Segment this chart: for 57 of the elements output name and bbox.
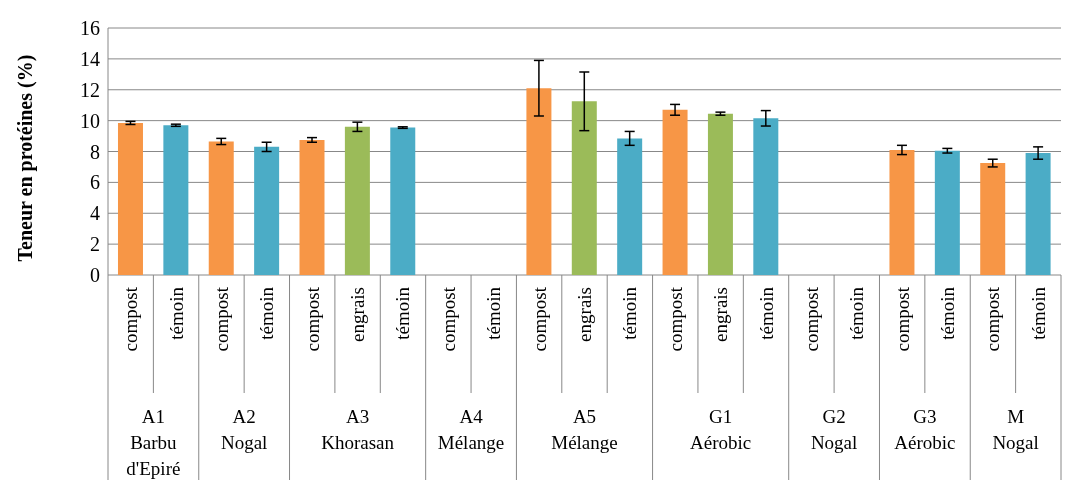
y-tick-label: 10 <box>80 109 100 132</box>
bar <box>934 150 960 275</box>
bar <box>163 125 189 275</box>
x-tick-label: témoin <box>483 286 505 340</box>
text: A2 Nogal <box>220 406 268 453</box>
text: A1 Barbu d'Epiré <box>126 406 181 479</box>
x-tick-label: compost <box>301 286 323 352</box>
bar <box>117 122 143 275</box>
x-tick-label: compost <box>210 286 232 352</box>
text: A3 Khorasan <box>321 406 395 453</box>
text: M Nogal <box>992 406 1039 453</box>
bar <box>980 163 1006 275</box>
x-tick-label: témoin <box>392 286 414 340</box>
x-tick-label: compost <box>891 286 913 352</box>
x-tick-label: compost <box>664 286 686 352</box>
bar <box>208 141 234 275</box>
x-tick-label: témoin <box>937 286 959 340</box>
bar <box>254 146 280 275</box>
x-tick-label: compost <box>982 286 1004 352</box>
text: G1 Aérobic <box>690 406 752 453</box>
bar <box>662 109 688 275</box>
text: G3 Aérobic <box>894 406 956 453</box>
x-tick-label: compost <box>120 286 142 352</box>
y-tick-label: 4 <box>90 202 100 225</box>
bar <box>617 138 643 275</box>
x-tick-label: témoin <box>256 286 278 340</box>
text: G2 Nogal <box>810 406 858 453</box>
bar <box>344 126 370 275</box>
text: A4 Mélange <box>437 406 505 453</box>
x-tick-label: témoin <box>1027 286 1049 340</box>
text: A5 Mélange <box>551 406 618 453</box>
x-tick-label: témoin <box>619 286 641 340</box>
bar <box>889 149 915 275</box>
y-tick-label: 8 <box>90 140 100 163</box>
x-tick-label: engrais <box>347 287 369 342</box>
bar <box>1025 153 1051 275</box>
y-tick-label: 14 <box>80 47 100 70</box>
y-tick-label: 16 <box>80 17 100 40</box>
x-tick-label: engrais <box>710 287 732 342</box>
x-tick-label: témoin <box>846 286 868 340</box>
bar <box>390 127 416 275</box>
x-tick-label: témoin <box>165 286 187 340</box>
bar <box>299 139 325 275</box>
bar <box>753 118 779 275</box>
x-tick-label: compost <box>800 286 822 352</box>
bar <box>526 88 552 275</box>
y-tick-label: 0 <box>90 264 100 287</box>
y-axis-title: Teneur en protéines (%) <box>14 54 38 262</box>
y-tick-label: 2 <box>90 233 100 256</box>
x-tick-label: compost <box>528 286 550 352</box>
bar <box>571 101 597 275</box>
y-tick-label: 6 <box>90 171 100 194</box>
bar <box>707 113 733 275</box>
y-tick-label: 12 <box>80 78 100 101</box>
x-tick-label: engrais <box>574 287 595 342</box>
x-tick-label: témoin <box>755 286 777 340</box>
x-tick-label: compost <box>437 286 459 352</box>
